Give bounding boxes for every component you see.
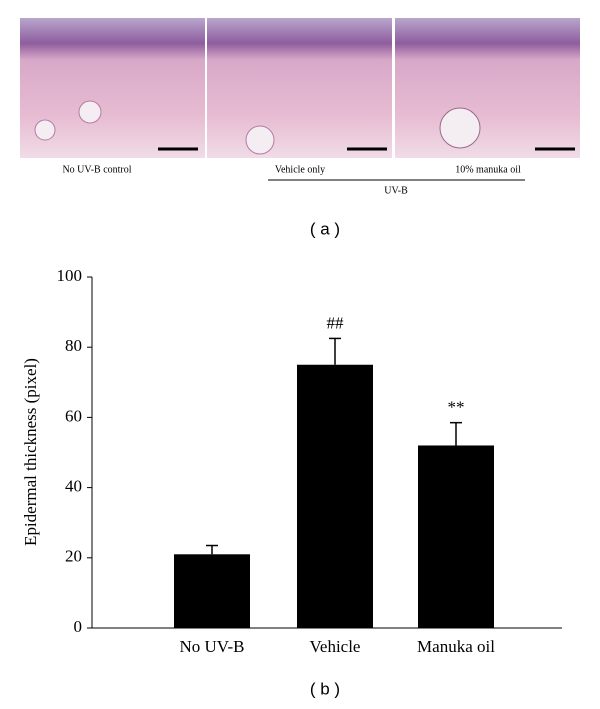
group-label: UV-B <box>384 185 408 196</box>
image-label: Vehicle only <box>275 164 325 175</box>
y-tick-label: 100 <box>57 266 83 285</box>
gland <box>34 119 56 141</box>
y-tick-label: 0 <box>74 617 83 636</box>
panel-label: ( b ) <box>310 679 340 698</box>
image-label: 10% manuka oil <box>455 164 521 175</box>
y-tick-label: 60 <box>65 406 82 425</box>
x-tick-label: No UV-B <box>179 637 244 656</box>
image-label: No UV-B control <box>62 164 131 175</box>
histology-images <box>20 18 580 158</box>
image <box>207 18 392 158</box>
significance-label: ## <box>327 313 345 332</box>
gland <box>439 107 481 149</box>
bar <box>174 554 250 628</box>
panel-label: ( a ) <box>310 219 340 238</box>
bar <box>297 364 373 628</box>
x-tick-label: Manuka oil <box>417 637 495 656</box>
significance-label: ** <box>448 398 465 417</box>
y-tick-label: 20 <box>65 547 82 566</box>
y-axis-label: Epidermal thickness (pixel) <box>21 358 40 546</box>
bar <box>418 445 494 628</box>
gland <box>245 125 275 155</box>
y-tick-label: 80 <box>65 336 82 355</box>
y-tick-label: 40 <box>65 477 82 496</box>
x-tick-label: Vehicle <box>310 637 361 656</box>
image <box>395 18 580 158</box>
gland <box>78 100 102 124</box>
